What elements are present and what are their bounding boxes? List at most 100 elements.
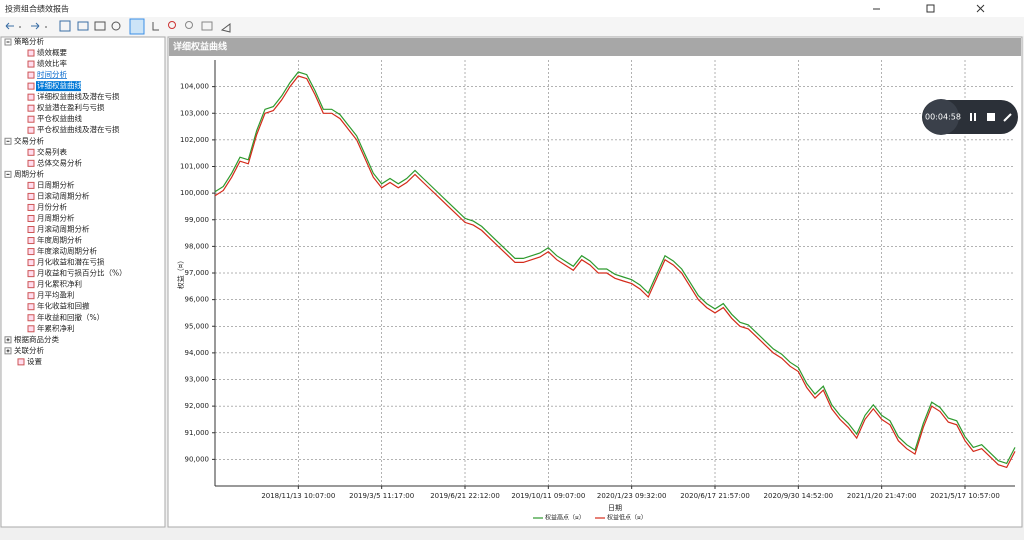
chart: 90,000 91,000 92,000 93,000 94,000 95,000 96,0… (176, 60, 1016, 522)
panel-header (169, 38, 1021, 56)
tree-item-label[interactable]: 平仓权益曲线 (37, 113, 82, 123)
tree-item-label[interactable]: 详细权益曲线 (37, 80, 82, 90)
y-tick-label: 95,000 (185, 322, 210, 330)
tree-icon (27, 159, 35, 167)
tree-icon (27, 115, 35, 123)
tree-icon (27, 248, 35, 256)
save-button[interactable] (59, 20, 71, 32)
tree-icon (27, 71, 35, 79)
tree-item-label[interactable]: 详细权益曲线及潜在亏损 (37, 91, 120, 101)
status-bar (0, 528, 1024, 540)
tree-item-label[interactable]: 月平均盈利 (37, 290, 75, 300)
y-tick-label: 90,000 (185, 455, 210, 463)
tree-item-label[interactable]: 绩效概要 (37, 47, 67, 57)
tree-icon (27, 303, 35, 311)
print-button[interactable] (94, 21, 106, 31)
tree-item-label[interactable]: 关联分析 (14, 345, 44, 355)
tree-icon (27, 214, 35, 222)
tree-item-label[interactable]: 交易分析 (14, 135, 44, 145)
tree-item-label[interactable]: 总体交易分析 (37, 157, 82, 167)
y-tick-label: 104,000 (180, 83, 209, 91)
chart-panel (167, 36, 1023, 528)
pen-button[interactable] (1003, 113, 1012, 122)
tree-item-label[interactable]: 月化收益和潜在亏损 (37, 257, 105, 267)
x-tick-label: 2021/1/20 21:47:00 (847, 492, 917, 500)
maximize-button[interactable] (926, 4, 935, 13)
copy-button[interactable] (77, 21, 89, 31)
tree-item-label[interactable]: 时间分析 (37, 69, 67, 79)
tree-item-label[interactable]: 策略分析 (14, 36, 44, 46)
zoom-fit-tool[interactable] (201, 21, 213, 31)
settings-button[interactable] (111, 21, 121, 31)
tree-icon (27, 93, 35, 101)
tree-icon (27, 148, 35, 156)
tree-item-label[interactable]: 月周期分析 (37, 212, 75, 222)
x-tick-label: 2019/3/5 11:17:00 (349, 492, 414, 500)
y-tick-label: 103,000 (180, 109, 209, 117)
zoom-in-tool[interactable] (168, 21, 176, 29)
zoom-out-tool[interactable] (185, 21, 193, 29)
tree-icon (27, 237, 35, 245)
toolbar (0, 17, 1024, 36)
x-tick-label: 2020/6/17 21:57:00 (680, 492, 750, 500)
legend-label: 权益高点（¤） (545, 514, 585, 522)
tree-item-label[interactable]: 周期分析 (14, 168, 44, 178)
tree-item-label[interactable]: 年收益和回撤（%） (37, 312, 104, 322)
recorder-time: 00:04:58 (925, 113, 961, 122)
pause-button[interactable] (970, 113, 976, 121)
tree-item-label[interactable]: 月份分析 (37, 201, 67, 211)
x-tick-label: 2021/5/17 10:57:00 (930, 492, 1000, 500)
x-tick-label: 2019/6/21 22:12:00 (430, 492, 500, 500)
stop-button[interactable] (987, 113, 995, 121)
tree-icon (27, 226, 35, 234)
tree-item-label[interactable]: 月滚动周期分析 (37, 224, 90, 234)
tree-icon (27, 104, 35, 112)
tree-icon (27, 270, 35, 278)
back-button[interactable] (5, 22, 14, 30)
x-axis-label: 日期 (608, 504, 622, 512)
y-tick-label: 101,000 (180, 163, 209, 171)
y-tick-label: 96,000 (185, 296, 210, 304)
pan-tool[interactable] (152, 22, 159, 31)
tree-item-label[interactable]: 年化收益和回撤 (37, 301, 90, 311)
tree-item-label[interactable]: 月化累积净利 (37, 279, 82, 289)
y-tick-label: 99,000 (185, 216, 210, 224)
tree-item-label[interactable]: 权益潜在盈利与亏损 (37, 102, 105, 112)
window-title: 投资组合绩效报告 (5, 4, 69, 14)
tree-item-label[interactable]: 绩效比率 (37, 58, 67, 68)
tree-icon (27, 281, 35, 289)
tree-selection (36, 81, 81, 92)
tree-item-label[interactable]: 日滚动周期分析 (37, 190, 90, 200)
tree-icon (17, 358, 25, 366)
y-tick-label: 102,000 (180, 136, 209, 144)
x-tick-label: 2020/1/23 09:32:00 (597, 492, 667, 500)
forward-button[interactable] (31, 22, 40, 30)
equity-line (214, 71, 1016, 465)
tree-item-label[interactable]: 平仓权益曲线及潜在亏损 (37, 124, 120, 134)
close-button[interactable] (976, 4, 985, 13)
tree-item-label[interactable]: 根据商品分类 (14, 334, 59, 344)
title-bar (0, 0, 1024, 17)
tree-icon (27, 192, 35, 200)
tree: 策略分析绩效概要绩效比率时间分析详细权益曲线详细权益曲线及潜在亏损权益潜在盈利与… (4, 36, 127, 366)
tree-item-label[interactable]: 交易列表 (37, 146, 67, 156)
y-axis-label: 权益（¤） (176, 257, 185, 289)
tree-item-label[interactable]: 设置 (27, 356, 42, 366)
tree-item-label[interactable]: 年度滚动周期分析 (37, 246, 97, 256)
x-tick-label: 2019/10/11 09:07:00 (511, 492, 585, 500)
select-tool[interactable] (129, 18, 145, 35)
tree-item-label[interactable]: 月收益和亏损百分比（%） (37, 268, 127, 278)
export-tool[interactable] (220, 23, 231, 33)
y-tick-label: 91,000 (185, 429, 210, 437)
y-tick-label: 92,000 (185, 402, 210, 410)
tree-item-label[interactable]: 年度周期分析 (37, 235, 82, 245)
tree-item-label[interactable]: 日周期分析 (37, 179, 75, 189)
equity-line (214, 75, 1016, 469)
tree-icon (27, 292, 35, 300)
y-tick-label: 100,000 (180, 189, 209, 197)
tree-icon (27, 203, 35, 211)
y-tick-label: 93,000 (185, 376, 210, 384)
x-tick-label: 2018/11/13 10:07:00 (261, 492, 335, 500)
tree-item-label[interactable]: 年累积净利 (37, 323, 75, 333)
